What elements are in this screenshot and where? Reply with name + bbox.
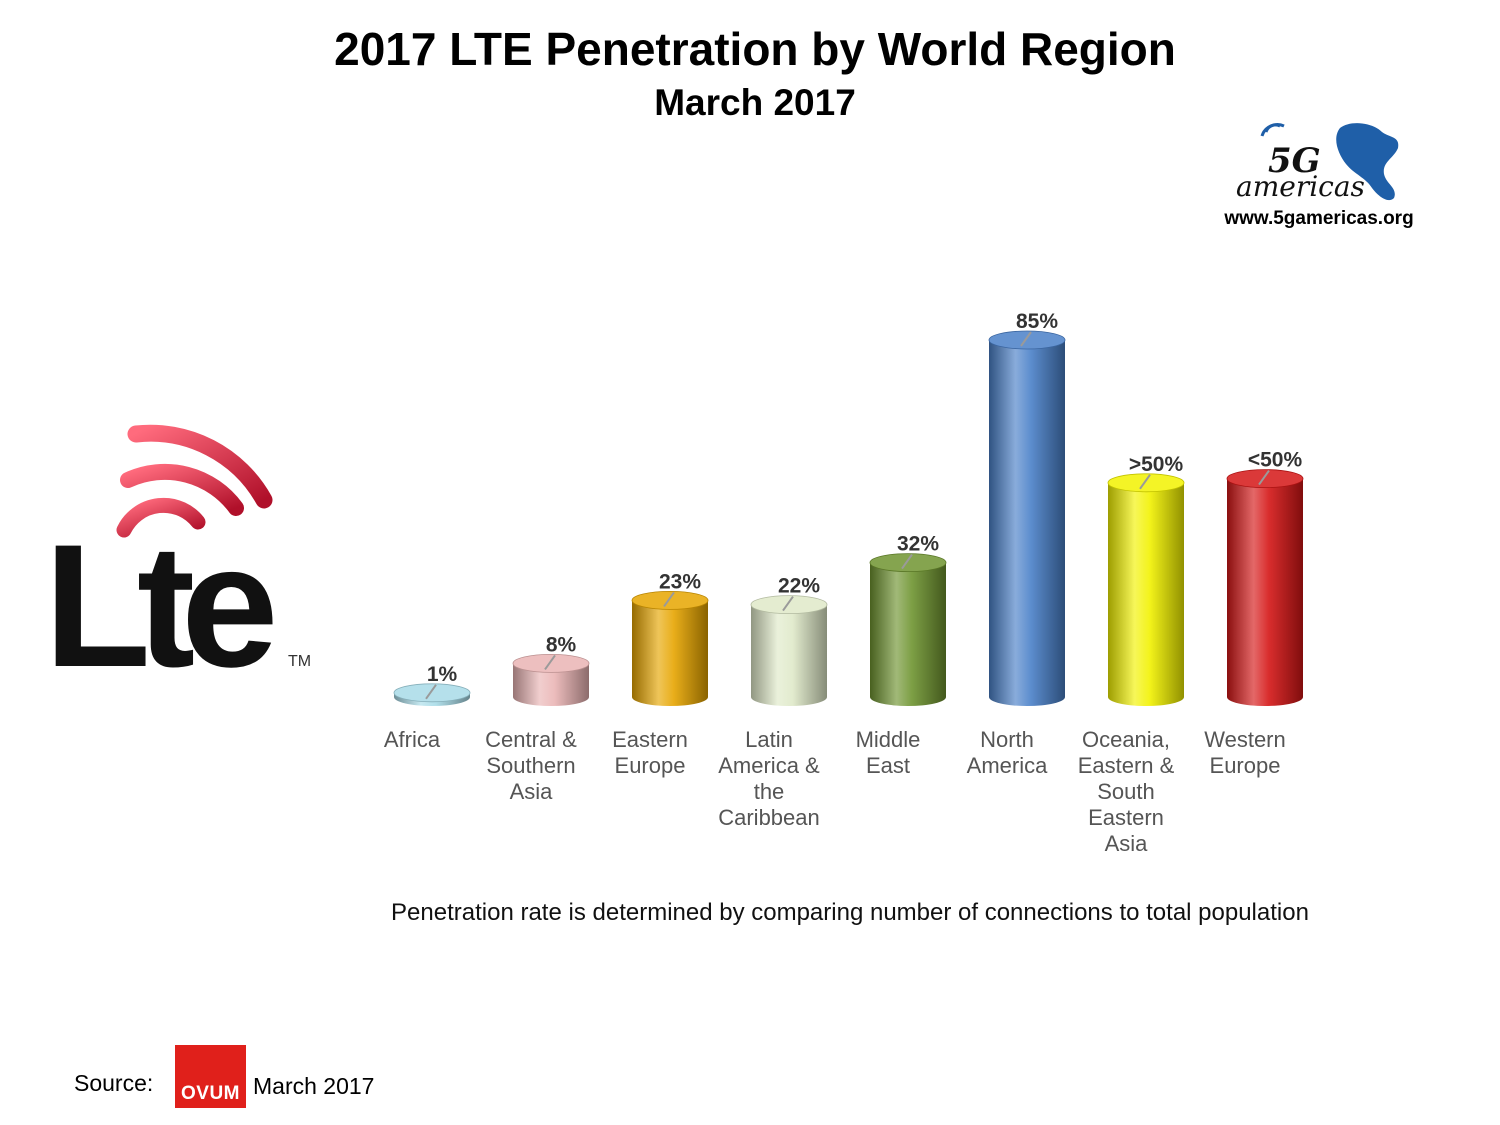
category-label: North America (966, 727, 1048, 778)
data-label: 1% (427, 663, 458, 686)
data-label: 85% (1016, 310, 1058, 333)
bar-7 (1226, 469, 1304, 706)
leader-line (1258, 470, 1270, 486)
leader-line (782, 596, 794, 612)
bar-body (513, 663, 589, 706)
bar-1 (512, 654, 590, 706)
category-label: Middle East (855, 727, 921, 778)
bar-body (751, 604, 827, 706)
bar-4 (869, 553, 947, 706)
website-url[interactable]: www.5gamericas.org (1224, 208, 1414, 229)
bar-top (988, 330, 1066, 350)
bar-top (1226, 469, 1304, 489)
bar-5 (988, 330, 1066, 706)
bar-top (631, 591, 709, 610)
bar-top (512, 654, 590, 673)
leader-line (425, 684, 437, 700)
chart-title: 2017 LTE Penetration by World Region (334, 23, 1176, 75)
bar-6 (1107, 473, 1185, 706)
chart-subtitle: March 2017 (654, 82, 856, 123)
data-label: <50% (1248, 449, 1303, 472)
category-label: Latin America & the Caribbean (718, 727, 820, 830)
bar-body (1108, 482, 1184, 706)
footnote: Penetration rate is determined by compar… (391, 899, 1309, 926)
data-label: 8% (546, 633, 577, 656)
leader-line (1020, 331, 1032, 347)
bar-top (750, 595, 828, 614)
category-label: Oceania, Eastern & South Eastern Asia (1077, 727, 1175, 856)
data-label: >50% (1129, 453, 1184, 476)
leader-line (1139, 474, 1151, 490)
leader-line (544, 654, 556, 670)
ovum-logo: OVUM (175, 1045, 246, 1108)
leader-line (663, 591, 675, 607)
bar-chart: 1% 8% 23% 22% 32% 85% >50% <50% (393, 310, 1304, 706)
data-label: 23% (659, 570, 701, 593)
bar-body (632, 600, 708, 706)
bar-top (393, 683, 471, 703)
lte-logo: Lte TM (44, 424, 311, 680)
svg-text:Lte: Lte (44, 509, 273, 680)
category-label: Central & Southern Asia (485, 727, 577, 804)
source-date: March 2017 (253, 1073, 375, 1099)
bar-body (1227, 478, 1303, 706)
category-label: Africa (383, 727, 441, 752)
svg-text:5G: 5G (1268, 141, 1321, 181)
bar-top (869, 553, 947, 572)
leader-line (901, 554, 913, 570)
data-label: 22% (778, 575, 820, 598)
svg-text:americas: americas (1236, 170, 1365, 203)
bar-3 (750, 595, 828, 706)
svg-text:TM: TM (288, 653, 311, 670)
bar-0 (393, 683, 471, 706)
bar-top (1107, 473, 1185, 493)
bar-body (989, 340, 1065, 706)
source-label: Source: (74, 1070, 154, 1096)
5g-americas-logo: 5G americas (1236, 123, 1399, 203)
category-label: Western Europe (1204, 727, 1286, 778)
category-label: Eastern Europe (612, 727, 688, 778)
bar-body (870, 562, 946, 706)
bar-2 (631, 591, 709, 706)
data-label: 32% (897, 533, 939, 556)
